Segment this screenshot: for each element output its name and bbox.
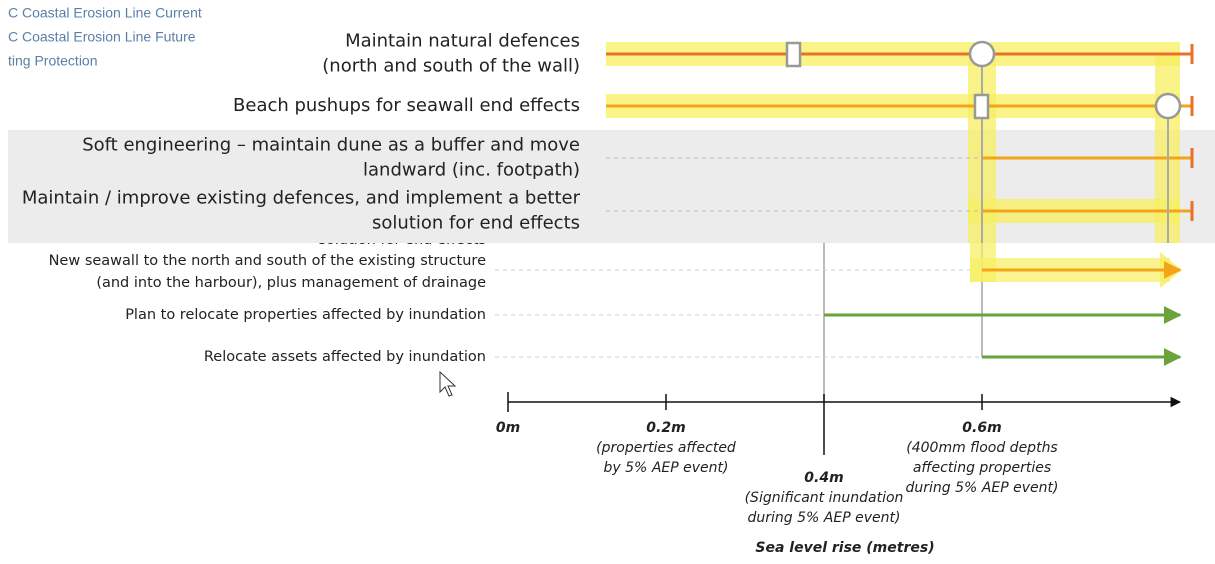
row-label: New seawall to the north and south of th… [49,253,486,269]
row-label: Plan to relocate properties affected by … [125,307,486,323]
row-label: Maintain natural defences [345,31,580,52]
tick-label: 0.2m [646,420,685,436]
tick-label: 0.6m [962,420,1001,436]
row-label: (north and south of the wall) [322,56,580,77]
tick-note: affecting properties [913,460,1051,476]
tick-note: during 5% AEP event) [906,480,1059,496]
legend-item: C Coastal Erosion Line Current [8,5,202,21]
transfer-marker [973,93,990,120]
tipping-point [1154,92,1182,120]
axis-title: Sea level rise (metres) [755,540,934,556]
zoom-panel-band [8,130,1215,243]
tick-note: (400mm flood depths [906,440,1057,456]
tick-label: 0m [496,420,520,436]
row-label: landward (inc. footpath) [363,160,580,181]
transfer-marker [785,41,802,68]
legend-item: C Coastal Erosion Line Future [8,29,196,45]
cursor [439,370,457,397]
row-label: (and into the harbour), plus management … [96,275,486,291]
tick-note: (Significant inundation [745,490,904,506]
legend-item: ting Protection [8,53,98,69]
tipping-point [968,40,996,68]
row-label: Maintain / improve existing defences, an… [22,188,581,209]
row-label: Beach pushups for seawall end effects [233,95,580,116]
row-label: solution for end effects [372,213,580,234]
row-label: Relocate assets affected by inundation [204,349,486,365]
base-diagram: solution for end effects New seawall to … [49,230,1182,556]
tick-note: by 5% AEP event) [604,460,729,476]
zoom-diagram [606,40,1194,243]
tick-note: (properties affected [596,440,736,456]
row-label: Soft engineering – maintain dune as a bu… [82,135,580,156]
tick-note: during 5% AEP event) [748,510,901,526]
tick-label: 0.4m [804,470,843,486]
